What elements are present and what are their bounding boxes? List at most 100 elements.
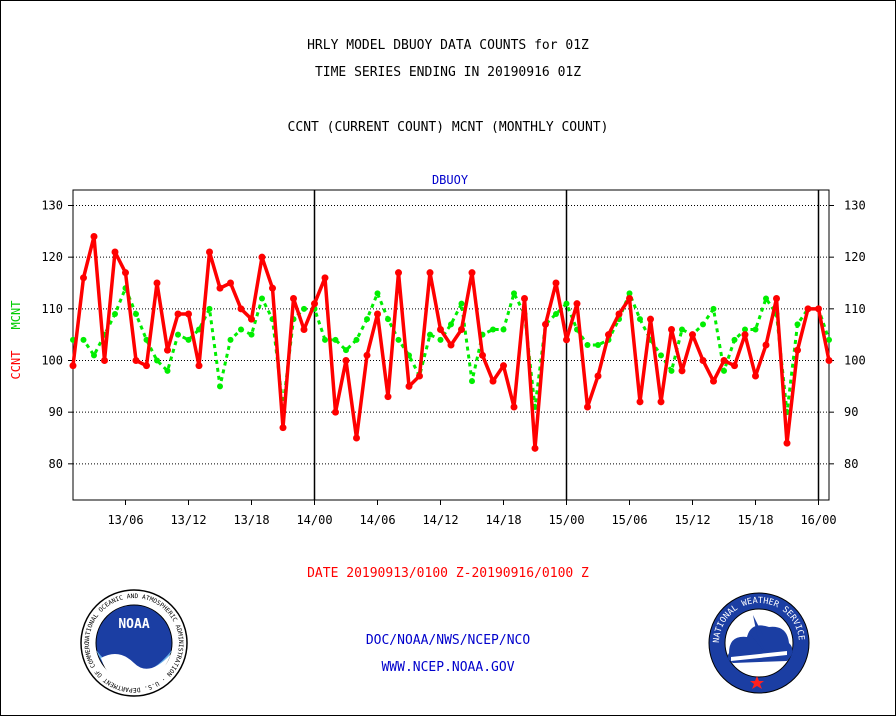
- y-tick-label-right: 100: [844, 354, 866, 368]
- ccnt-data-point: [500, 362, 507, 370]
- ccnt-data-point: [216, 284, 224, 292]
- mcnt-data-point: [154, 357, 160, 364]
- mcnt-data-point: [206, 305, 213, 312]
- mcnt-data-point: [437, 336, 444, 343]
- x-tick-label: 14/12: [422, 513, 458, 527]
- ccnt-data-point: [647, 315, 654, 323]
- mcnt-data-point: [826, 336, 832, 343]
- x-tick-label: 15/06: [611, 513, 647, 527]
- ccnt-data-point: [731, 362, 738, 370]
- mcnt-data-point: [511, 290, 517, 297]
- ccnt-data-point: [426, 269, 434, 277]
- ccnt-data-point: [594, 372, 602, 380]
- ccnt-data-point: [815, 305, 822, 313]
- ccnt-data-point: [174, 310, 182, 318]
- ccnt-data-point: [437, 326, 444, 333]
- chart-title-line-1: HRLY MODEL DBUOY DATA COUNTS for 01Z: [307, 38, 589, 53]
- chart-subtitle: CCNT (CURRENT COUNT) MCNT (MONTHLY COUNT…: [287, 120, 609, 135]
- ccnt-data-point: [237, 305, 245, 313]
- y-tick-label-left: 100: [41, 354, 63, 368]
- ccnt-data-point: [206, 248, 213, 256]
- mcnt-data-point: [248, 331, 255, 338]
- ccnt-data-point: [321, 274, 329, 282]
- ccnt-data-point: [153, 279, 161, 287]
- mcnt-data-point: [427, 331, 433, 338]
- x-tick-label: 15/18: [737, 513, 773, 527]
- y-tick-label-left: 110: [41, 302, 63, 316]
- ccnt-data-point: [132, 357, 140, 364]
- x-tick-label: 14/18: [485, 513, 521, 527]
- y-tick-label-left: 90: [49, 405, 63, 419]
- ccnt-data-point: [69, 362, 77, 370]
- ccnt-data-point: [794, 346, 801, 354]
- mcnt-data-point: [133, 311, 139, 317]
- mcnt-data-point: [458, 300, 465, 307]
- ccnt-data-point: [479, 351, 486, 359]
- ccnt-data-point: [311, 300, 318, 308]
- ccnt-data-point: [195, 362, 203, 370]
- mcnt-data-point: [227, 336, 234, 343]
- y-tick-label-right: 80: [844, 457, 858, 471]
- mcnt-data-point: [80, 336, 87, 343]
- ccnt-data-point: [678, 367, 686, 375]
- ccnt-data-point: [447, 341, 455, 349]
- ccnt-data-point: [804, 305, 812, 313]
- ccnt-data-point: [332, 408, 339, 416]
- y-tick-label-right: 120: [844, 250, 866, 264]
- ccnt-data-point: [405, 382, 413, 390]
- ccnt-data-point: [563, 336, 570, 344]
- mcnt-data-point: [658, 352, 664, 359]
- mcnt-data-point: [721, 367, 727, 374]
- ccnt-data-point: [248, 315, 255, 323]
- mcnt-data-point: [343, 347, 349, 354]
- mcnt-data-point: [238, 326, 244, 333]
- ccnt-data-point: [720, 357, 728, 364]
- ccnt-data-point: [90, 233, 98, 240]
- ccnt-data-point: [710, 377, 717, 385]
- ccnt-data-point: [384, 393, 392, 401]
- ccnt-data-point: [185, 310, 192, 318]
- ccnt-data-point: [416, 372, 423, 380]
- mcnt-data-point: [395, 336, 402, 343]
- mcnt-data-point: [637, 316, 643, 323]
- mcnt-data-point: [301, 305, 307, 312]
- ccnt-data-point: [521, 295, 528, 302]
- ccnt-data-point: [699, 357, 707, 364]
- y-tick-label-left: 130: [41, 199, 63, 213]
- plot-area-border: [72, 189, 830, 501]
- ccnt-data-point: [825, 357, 833, 364]
- mcnt-data-point: [385, 316, 391, 323]
- ccnt-data-point: [741, 331, 749, 339]
- ccnt-data-point: [342, 357, 350, 364]
- x-tick-label: 15/00: [548, 513, 584, 527]
- ccnt-data-point: [615, 310, 623, 318]
- ccnt-data-point: [531, 444, 539, 452]
- ccnt-data-point: [258, 253, 266, 261]
- ccnt-data-point: [269, 284, 276, 292]
- ccnt-data-point: [510, 403, 518, 411]
- mcnt-data-point: [374, 290, 381, 297]
- ccnt-data-point: [279, 424, 287, 432]
- ccnt-data-point: [164, 346, 171, 354]
- ccnt-data-point: [353, 434, 360, 442]
- ccnt-data-point: [143, 362, 150, 370]
- y-tick-label-right: 110: [844, 302, 866, 316]
- panel-title: DBUOY: [432, 173, 469, 187]
- nws-logo: NATIONAL WEATHER SERVICE: [708, 592, 810, 694]
- mcnt-data-point: [490, 326, 496, 333]
- ccnt-data-point: [227, 279, 234, 287]
- noaa-logo-text: NOAA: [118, 617, 149, 632]
- mcnt-data-point: [469, 378, 475, 385]
- ccnt-data-point: [363, 351, 371, 359]
- ncep-url-link[interactable]: WWW.NCEP.NOAA.GOV: [381, 660, 515, 675]
- mcnt-data-point: [794, 321, 801, 328]
- y-axis-label-mcnt: MCNT: [9, 301, 23, 330]
- ccnt-data-point: [122, 269, 129, 277]
- ccnt-data-point: [468, 269, 476, 277]
- mcnt-data-point: [710, 305, 717, 312]
- ccnt-data-point: [101, 357, 108, 364]
- ccnt-data-point: [636, 398, 644, 406]
- mcnt-data-point: [553, 311, 559, 317]
- noaa-logo: NOAA NATIONAL OCEANIC AND ATMOSPHERIC AD…: [79, 588, 188, 697]
